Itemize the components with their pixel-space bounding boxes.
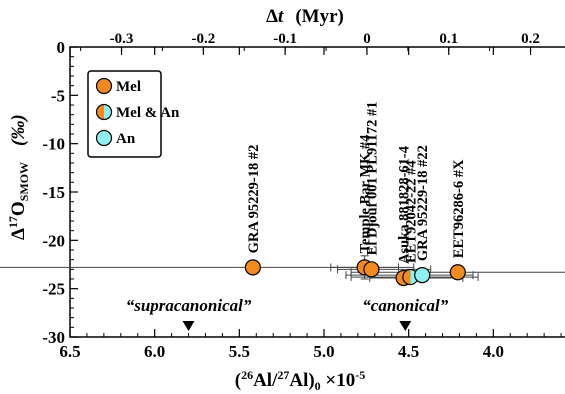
y-axis-delta: Δ <box>8 228 29 240</box>
annotation-arrow <box>182 321 195 331</box>
y-axis-o: O <box>8 201 29 216</box>
point-label-group: GRA 95229-18 #2 <box>246 145 262 254</box>
point-marker <box>414 267 431 284</box>
legend-label: Mel & An <box>116 105 180 121</box>
y-tick-label: -30 <box>42 328 65 347</box>
x-top-tick-label: 0.2 <box>521 31 540 47</box>
y-tick-label: -10 <box>42 135 65 154</box>
legend-marker-left-half <box>96 104 104 120</box>
bottom-axis-sub: 0 <box>315 379 321 393</box>
x-bottom-tick-label: 4.5 <box>398 342 419 361</box>
x-bottom-tick-label: 5.5 <box>229 342 250 361</box>
bottom-axis-al: Al/ <box>253 370 278 391</box>
bottom-axis-al2: Al) <box>289 370 314 391</box>
legend-marker-outline <box>95 103 113 121</box>
point-label-group: EET92042-22 #4 <box>403 160 419 263</box>
y-tick-label: -5 <box>51 86 65 105</box>
bottom-axis-title: (26Al/27Al)0 ×10-5 <box>235 368 366 393</box>
x-top-tick-label: -0.2 <box>191 31 215 47</box>
x-bottom-tick-label: 4.0 <box>483 342 504 361</box>
y-axis-sup: 17 <box>6 216 20 228</box>
y-axis-title: Δ17OSMOW (‰) <box>6 114 31 240</box>
legend-marker <box>95 77 113 95</box>
point-label-group: GRA 95229-18 #22 <box>415 145 431 261</box>
legend-marker <box>95 129 113 147</box>
y-axis-sub: SMOW <box>17 162 31 201</box>
x-bottom-tick-label: 6.0 <box>144 342 165 361</box>
top-axis-title: Δt (Myr) <box>266 6 344 27</box>
x-top-tick-label: 0.1 <box>439 31 458 47</box>
bottom-axis-exp: -5 <box>355 368 365 382</box>
annotations: “supracanonical” “canonical” <box>126 296 449 331</box>
annotation-label: “canonical” <box>362 296 448 315</box>
top-axis-unit: (Myr) <box>295 6 344 27</box>
top-axis-t: t <box>278 6 284 27</box>
y-tick-label: -20 <box>42 231 65 250</box>
x-top-tick-label: -0.1 <box>273 31 297 47</box>
point-label: GRA 95229-18 #22 <box>415 145 431 261</box>
point-marker <box>449 264 466 281</box>
svg-text:Δ17OSMOW(‰): Δ17OSMOW (‰) <box>6 114 31 240</box>
legend: Mel Mel & An An <box>87 70 180 158</box>
annotation-arrow <box>399 321 412 331</box>
point-label: Temple Bar MK #4 <box>358 135 374 254</box>
legend-label: An <box>116 131 136 147</box>
x-bottom-tick-label: 5.0 <box>313 342 334 361</box>
legend-label: Mel <box>116 79 141 95</box>
x-top-tick-label: -0.3 <box>110 31 134 47</box>
point-label: EET92042-22 #4 <box>403 160 419 263</box>
point-label-group: EET96286-6 #X <box>451 159 467 258</box>
top-axis-delta: Δ <box>266 6 278 27</box>
legend-marker-right-half <box>104 104 112 120</box>
point-label: GRA 95229-18 #2 <box>246 145 262 254</box>
annotation-label: “supracanonical” <box>126 296 252 315</box>
bottom-axis-sup27: 27 <box>277 368 289 382</box>
bottom-axis-prefix: ( <box>235 370 241 391</box>
point-marker-left-half <box>402 269 411 285</box>
axis-ticks: 6.56.05.55.04.54.03.5-0.3-0.2-0.100.10.2… <box>42 31 562 361</box>
y-axis-unit: (‰) <box>8 114 29 146</box>
point-label-group: Asuka 881828-61-4 <box>397 146 413 264</box>
y-tick-label: -25 <box>42 280 65 299</box>
point-marker <box>244 259 261 276</box>
x-top-tick-label: 0 <box>363 31 371 47</box>
y-tick-label: -15 <box>42 183 65 202</box>
point-marker <box>363 261 380 278</box>
x-bottom-tick-label: 6.5 <box>59 342 80 361</box>
point-label-group: El Djouf 001 PL91172 #1 <box>364 101 380 255</box>
point-label: EET96286-6 #X <box>451 159 467 258</box>
point-label-group: Temple Bar MK #4 <box>358 135 374 254</box>
y-tick-label: 0 <box>57 38 66 57</box>
bottom-axis-sup26: 26 <box>241 368 253 382</box>
point-label: El Djouf 001 PL91172 #1 <box>364 101 380 255</box>
data-points: GRA 95229-18 #2 Temple Bar MK #4El Djouf … <box>0 101 565 287</box>
bottom-axis-factor: ×10 <box>321 370 356 391</box>
point-label: Asuka 881828-61-4 <box>397 146 413 264</box>
